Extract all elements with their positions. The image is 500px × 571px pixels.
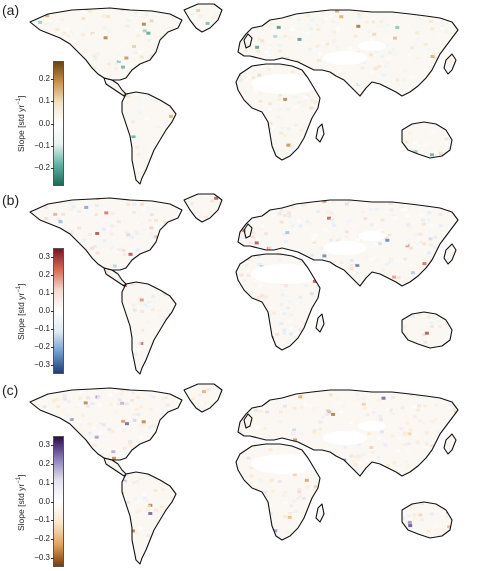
panel-label-b: (b)	[2, 192, 20, 208]
colorbar-tick-mark	[51, 329, 54, 330]
colorbar-tick-label: −0.2	[34, 163, 50, 173]
coastline-australia	[401, 311, 453, 349]
colorbar-tick-mark	[51, 123, 54, 125]
colorbar-tick-mark	[51, 78, 54, 80]
colorbar-c	[53, 436, 64, 567]
world-map-c	[29, 383, 459, 565]
coastline-japan	[443, 53, 457, 75]
colorbar-tick-label: −0.1	[34, 140, 50, 150]
colorbar-tick-label: 0.2	[38, 270, 50, 279]
coastline-madagascar	[315, 123, 325, 143]
colorbar-tick-mark	[51, 168, 54, 170]
coastline-south-america	[121, 471, 177, 565]
coastline-uk	[243, 223, 253, 239]
coastline-greenland	[183, 383, 223, 413]
masked-area	[323, 51, 367, 65]
colorbar-tick-mark	[51, 482, 54, 484]
colorbar-tick-label: −0.3	[34, 552, 50, 562]
colorbar-b	[53, 248, 64, 374]
colorbar-tick-label: −0.1	[34, 515, 50, 525]
colorbar-tick-label: −0.2	[34, 342, 50, 351]
colorbar-tick-mark	[51, 445, 54, 447]
panel-label-c: (c)	[2, 382, 19, 398]
colorbar-tick-mark	[51, 557, 54, 559]
colorbar-tick-mark	[51, 538, 54, 540]
coastline-eurasia	[237, 9, 459, 97]
coastline-north-america	[29, 387, 183, 461]
slope-field-b	[30, 194, 458, 374]
coastline-africa	[235, 443, 321, 541]
coastline-madagascar	[315, 313, 325, 333]
coastline-japan	[443, 243, 457, 265]
colorbar-tick-label: −0.2	[34, 533, 50, 543]
colorbar-tick-label: 0.3	[38, 440, 50, 450]
colorbar-tick-mark	[51, 464, 54, 466]
masked-area	[251, 74, 319, 94]
colorbar-label-a: Slope [std yr−1]	[16, 95, 26, 152]
colorbar-tick-mark	[51, 311, 54, 312]
coastline-greenland	[183, 193, 223, 223]
colorbar-tick-mark	[51, 293, 54, 294]
coastline-japan	[443, 433, 457, 455]
coastline-south-america	[121, 281, 177, 375]
colorbar-label-c: Slope [std yr−1]	[16, 474, 26, 531]
coastline-eurasia	[237, 199, 459, 287]
masked-area	[251, 264, 319, 284]
masked-area	[323, 241, 367, 255]
coastline-australia	[401, 501, 453, 539]
world-map-b	[29, 193, 459, 375]
colorbar-tick-mark	[51, 257, 54, 258]
masked-area	[358, 421, 386, 431]
colorbar-tick-label: −0.3	[34, 360, 50, 369]
colorbar-tick-mark	[51, 501, 54, 503]
colorbar-tick-label: 0.0	[38, 496, 50, 506]
coastline-africa	[235, 63, 321, 161]
coastline-north-america	[29, 7, 183, 81]
colorbar-tick-mark	[51, 101, 54, 103]
colorbar-tick-mark	[51, 275, 54, 276]
masked-area	[358, 41, 386, 51]
colorbar-tick-label: 0.0	[38, 306, 50, 315]
masked-area	[358, 231, 386, 241]
coastline-uk	[243, 413, 253, 429]
colorbar-label-b: Slope [std yr−1]	[16, 283, 26, 340]
coastline-madagascar	[315, 503, 325, 523]
coastline-north-america	[29, 197, 183, 271]
colorbar-tick-label: −0.1	[34, 324, 50, 333]
colorbar-tick-label: 0.2	[38, 459, 50, 469]
colorbar-tick-mark	[51, 347, 54, 348]
coastline-australia	[401, 121, 453, 159]
colorbar-tick-label: 0.1	[38, 288, 50, 297]
panel-a: (a) 0.2 0.1 0.0 −0.1 −0.2 Slope [std yr−1]	[0, 0, 500, 190]
world-map-a	[29, 3, 459, 185]
colorbar-tick-label: 0.1	[38, 477, 50, 487]
colorbar-tick-label: 0.1	[38, 96, 50, 106]
masked-area	[251, 454, 319, 474]
panel-label-a: (a)	[2, 2, 20, 18]
masked-area	[323, 431, 367, 445]
slope-field-c	[30, 384, 458, 564]
colorbar-tick-label: 0.3	[38, 252, 50, 261]
colorbar-tick-mark	[51, 145, 54, 147]
coastline-uk	[243, 33, 253, 49]
colorbar-tick-mark	[51, 520, 54, 522]
coastline-africa	[235, 253, 321, 351]
coastline-south-america	[121, 91, 177, 185]
panel-b: (b) 0.3 0.2 0.1 0.0 −0.1 −0.2 −0.3 Slope [std …	[0, 190, 500, 380]
colorbar-tick-mark	[51, 365, 54, 366]
colorbar-tick-label: 0.0	[38, 118, 50, 128]
panel-c: (c) 0.3 0.2 0.1 0.0 −0.1 −0.2 −0.3 Slope [std …	[0, 380, 500, 570]
colorbar-tick-label: 0.2	[38, 73, 50, 83]
colorbar-a	[53, 61, 64, 186]
coastline-eurasia	[237, 389, 459, 477]
coastline-greenland	[183, 3, 223, 33]
slope-field-a	[30, 4, 458, 184]
